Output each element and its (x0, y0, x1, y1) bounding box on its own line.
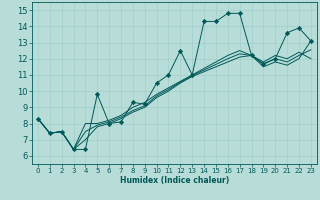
X-axis label: Humidex (Indice chaleur): Humidex (Indice chaleur) (120, 176, 229, 185)
